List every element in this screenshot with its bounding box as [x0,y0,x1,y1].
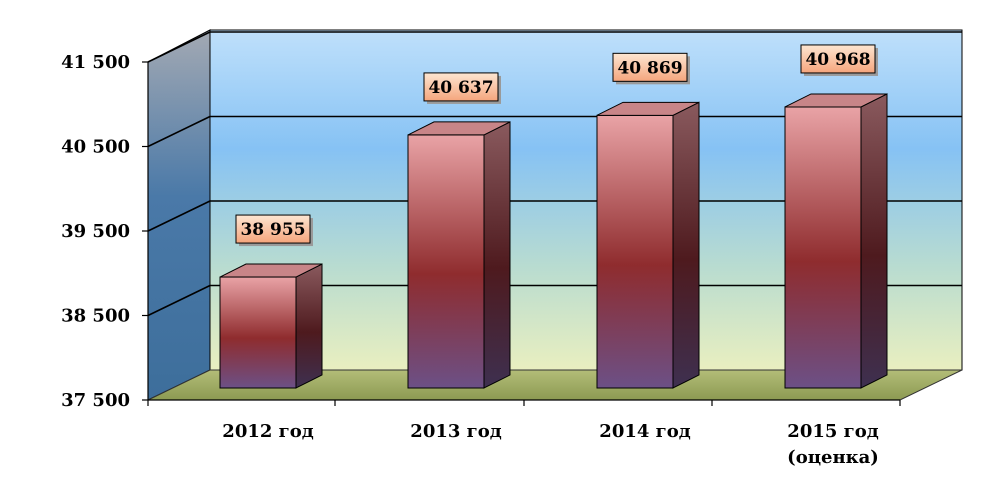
gridline-side [147,115,211,148]
y-tick-label: 37 500 [61,390,130,411]
data-label-text: 40 869 [617,58,682,78]
y-tick-label: 39 500 [61,221,130,242]
y-tick-label: 40 500 [61,137,130,158]
data-label-box [800,44,876,74]
bars [219,93,888,389]
y-axis: 37 500 38 500 39 500 40 500 41 500 [61,52,901,411]
bar [219,263,323,389]
bar-front [596,114,674,389]
data-label-text: 40 968 [805,50,870,70]
bar-side [672,101,700,389]
bar-top [784,93,888,108]
data-label-text: 40 637 [428,78,493,98]
bar-top [219,263,323,278]
category-label: 2014 год [599,421,690,442]
gridline-side [147,284,211,317]
bar [407,121,511,389]
side-wall [147,29,211,401]
gridline-side [147,200,211,232]
bar [784,93,888,389]
y-tick-label: 41 500 [61,52,130,73]
category-label: 2015 год [787,421,878,442]
data-label: 38 955 [235,214,313,247]
category-label: 2013 год [410,421,501,442]
category-label: 2012 год [222,421,313,442]
y-tick-label: 38 500 [61,306,130,327]
data-label: 40 869 [612,52,690,85]
bar-front [407,134,485,389]
data-label-box [235,214,311,244]
bar-side [483,121,511,389]
data-label: 40 637 [423,72,501,104]
data-labels: 38 955 40 637 40 869 40 968 [235,44,878,247]
category-label: (оценка) [787,447,879,468]
data-label: 40 968 [800,44,878,76]
bar-front [784,106,862,389]
bar [596,101,700,389]
bar-side [295,263,323,389]
data-label-box [423,72,499,102]
data-label-box [612,52,688,82]
data-label-text: 38 955 [240,220,305,240]
bar-top [596,101,700,116]
category-labels: 2012 год 2013 год 2014 год 2015 год (оценка) [222,421,879,468]
gridline-side [147,31,211,63]
bar-front [219,276,297,389]
bar-top [407,121,511,136]
bar-side [860,93,888,389]
